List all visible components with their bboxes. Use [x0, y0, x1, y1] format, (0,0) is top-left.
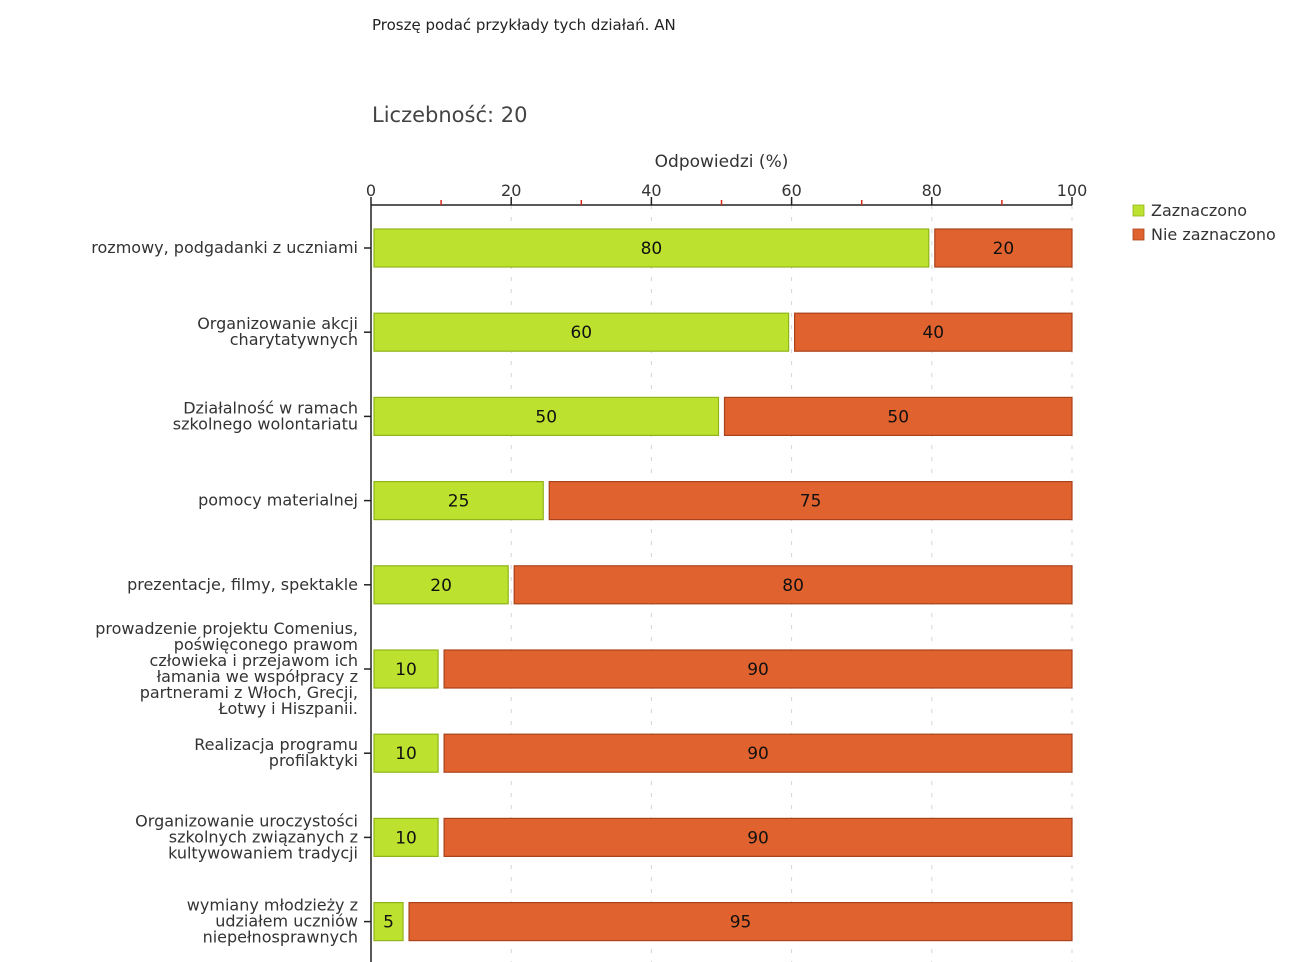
- axis-layer: 0 20 40 60 80 100 Odpowiedzi (%): [364, 152, 1087, 962]
- bar-value-label: 20: [993, 239, 1015, 259]
- category-label: prezentacje, filmy, spektakle: [127, 575, 358, 594]
- bars-layer: 80 20 60 40 50 50 25 75 20 80 10 90 10 90 10 90 5 95: [373, 228, 1073, 942]
- bar-zaznaczono: [373, 481, 544, 521]
- bar-value-label: 50: [535, 407, 557, 427]
- bar-zaznaczono: [373, 565, 509, 605]
- bar-value-label: 10: [395, 828, 417, 848]
- x-tick-label: 40: [641, 181, 661, 200]
- category-label: prowadzenie projektu Comenius, poświęcone…: [95, 619, 358, 718]
- bar-nie-zaznaczono: [408, 901, 1073, 942]
- legend-label: Zaznaczono: [1151, 201, 1247, 220]
- bar-zaznaczono: [373, 901, 404, 942]
- bar-value-label: 10: [395, 660, 417, 680]
- category-label: rozmowy, podgadanki z uczniami: [91, 238, 358, 257]
- chart-title: Proszę podać przykłady tych działań. AN: [372, 16, 676, 34]
- bar-value-label: 60: [570, 323, 592, 343]
- bar-value-label: 10: [395, 744, 417, 764]
- x-tick-label: 20: [501, 181, 521, 200]
- bar-value-label: 25: [448, 492, 470, 512]
- category-label: wymiany młodzieży z udziałem uczniów niepe…: [187, 896, 358, 947]
- category-label: pomocy materialnej: [198, 491, 358, 510]
- bar-value-label: 80: [782, 576, 804, 596]
- bar-value-label: 90: [747, 828, 769, 848]
- bar-value-label: 75: [800, 492, 822, 512]
- x-tick-label: 60: [781, 181, 801, 200]
- bar-nie-zaznaczono: [548, 481, 1073, 521]
- category-label: Realizacja programu profilaktyki: [194, 735, 358, 770]
- legend: Zaznaczono Nie zaznaczono: [1132, 201, 1276, 244]
- bar-value-label: 90: [747, 660, 769, 680]
- bar-value-label: 95: [730, 913, 752, 933]
- bar-nie-zaznaczono: [513, 565, 1073, 605]
- bar-value-label: 90: [747, 744, 769, 764]
- legend-swatch: [1132, 228, 1145, 241]
- x-tick-label: 0: [366, 181, 376, 200]
- bar-value-label: 40: [922, 323, 944, 343]
- bar-zaznaczono: [373, 649, 439, 689]
- x-axis-title: Odpowiedzi (%): [655, 152, 789, 172]
- x-tick-label: 100: [1057, 181, 1088, 200]
- bar-zaznaczono: [373, 733, 439, 773]
- bar-nie-zaznaczono: [723, 396, 1073, 436]
- chart-subtitle: Liczebność: 20: [372, 103, 528, 127]
- bar-zaznaczono: [373, 228, 930, 268]
- bar-zaznaczono: [373, 396, 720, 436]
- bar-nie-zaznaczono: [443, 649, 1073, 689]
- bar-nie-zaznaczono: [443, 733, 1073, 773]
- category-labels: rozmowy, podgadanki z uczniami Organizowa…: [91, 238, 358, 947]
- bar-nie-zaznaczono: [443, 817, 1073, 858]
- x-tick-label: 80: [922, 181, 942, 200]
- category-label: Organizowanie akcji charytatywnych: [197, 314, 358, 349]
- bar-zaznaczono: [373, 817, 439, 858]
- bar-zaznaczono: [373, 312, 790, 352]
- bar-nie-zaznaczono: [934, 228, 1073, 268]
- category-label: Działalność w ramach szkolnego wolontaria…: [173, 398, 358, 433]
- bar-value-label: 80: [641, 239, 663, 259]
- bar-value-label: 20: [430, 576, 452, 596]
- bar-nie-zaznaczono: [793, 312, 1073, 352]
- legend-label: Nie zaznaczono: [1151, 225, 1276, 244]
- bar-value-label: 5: [383, 913, 394, 933]
- category-label: Organizowanie uroczystości szkolnych zwią…: [135, 811, 358, 862]
- bar-value-label: 50: [887, 407, 909, 427]
- legend-swatch: [1132, 204, 1145, 217]
